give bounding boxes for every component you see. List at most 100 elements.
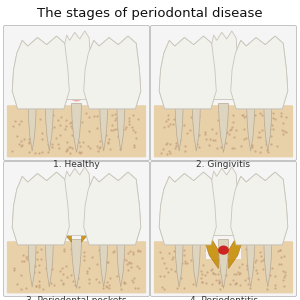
Point xyxy=(203,272,208,277)
Polygon shape xyxy=(61,167,92,236)
Point xyxy=(162,261,167,266)
Point xyxy=(82,258,86,263)
Point xyxy=(37,282,42,287)
Point xyxy=(167,151,172,156)
Polygon shape xyxy=(192,244,200,287)
Point xyxy=(44,111,49,116)
Point xyxy=(127,118,132,123)
Point xyxy=(228,128,232,132)
Point xyxy=(96,248,101,253)
Polygon shape xyxy=(84,36,141,109)
Point xyxy=(50,113,55,118)
Point xyxy=(253,149,257,154)
Point xyxy=(41,287,46,292)
Point xyxy=(230,125,235,130)
Point xyxy=(174,286,179,291)
Point xyxy=(213,138,218,143)
Ellipse shape xyxy=(218,245,229,255)
Point xyxy=(185,260,190,265)
Point xyxy=(164,119,169,124)
Point xyxy=(108,147,112,152)
Point xyxy=(233,281,238,286)
Point xyxy=(56,141,61,146)
Point xyxy=(85,268,90,273)
Point xyxy=(64,146,69,151)
Point xyxy=(103,119,108,124)
Point xyxy=(131,143,136,148)
Point xyxy=(64,118,69,123)
Point xyxy=(245,260,250,265)
Point xyxy=(37,278,41,283)
Point xyxy=(86,276,91,281)
Point xyxy=(48,127,53,132)
Point xyxy=(214,254,219,259)
Point xyxy=(61,271,65,276)
Point xyxy=(131,128,136,132)
Point xyxy=(280,120,285,125)
Point xyxy=(165,151,170,156)
Point xyxy=(60,280,65,285)
Point xyxy=(193,134,198,139)
Point xyxy=(226,256,230,261)
Point xyxy=(136,248,141,253)
Point xyxy=(211,137,215,142)
Text: 4. Periodontitis: 4. Periodontitis xyxy=(190,296,257,300)
Point xyxy=(127,260,132,265)
Point xyxy=(102,116,107,121)
Point xyxy=(127,122,132,127)
Polygon shape xyxy=(175,107,183,151)
Point xyxy=(157,274,162,279)
Point xyxy=(130,112,135,117)
Point xyxy=(97,279,101,284)
Point xyxy=(63,149,68,154)
Point xyxy=(39,150,44,155)
Point xyxy=(136,116,140,121)
Point xyxy=(264,130,269,135)
Point xyxy=(210,126,215,131)
Point xyxy=(18,143,23,148)
Point xyxy=(81,254,86,259)
Point xyxy=(112,249,117,254)
Point xyxy=(200,262,205,267)
Point xyxy=(74,140,79,145)
Point xyxy=(69,247,74,252)
Point xyxy=(249,122,254,127)
Point xyxy=(57,133,62,137)
Point xyxy=(13,118,18,123)
Point xyxy=(264,142,268,147)
Point xyxy=(11,266,16,271)
Polygon shape xyxy=(231,36,288,109)
Point xyxy=(265,286,270,291)
Polygon shape xyxy=(208,167,238,236)
Point xyxy=(112,127,117,131)
Point xyxy=(224,122,229,126)
Point xyxy=(251,116,256,121)
Polygon shape xyxy=(159,36,216,109)
Point xyxy=(50,142,54,147)
Point xyxy=(231,119,236,124)
Point xyxy=(79,150,84,155)
Point xyxy=(119,286,124,291)
Point xyxy=(128,248,132,253)
Point xyxy=(33,264,38,268)
Point xyxy=(231,112,236,117)
Point xyxy=(20,142,24,147)
Point xyxy=(230,146,235,151)
Point xyxy=(24,286,29,290)
Point xyxy=(94,144,99,148)
Point xyxy=(242,136,247,141)
Point xyxy=(73,254,78,259)
Point xyxy=(104,260,109,265)
Polygon shape xyxy=(71,240,82,288)
Point xyxy=(124,257,129,262)
Point xyxy=(197,144,202,149)
Point xyxy=(76,266,80,271)
Point xyxy=(258,111,262,116)
Polygon shape xyxy=(84,172,141,245)
Point xyxy=(162,274,167,279)
Point xyxy=(11,123,16,128)
Point xyxy=(239,144,244,148)
Point xyxy=(76,248,81,252)
Point xyxy=(157,250,162,255)
Point xyxy=(52,283,56,287)
